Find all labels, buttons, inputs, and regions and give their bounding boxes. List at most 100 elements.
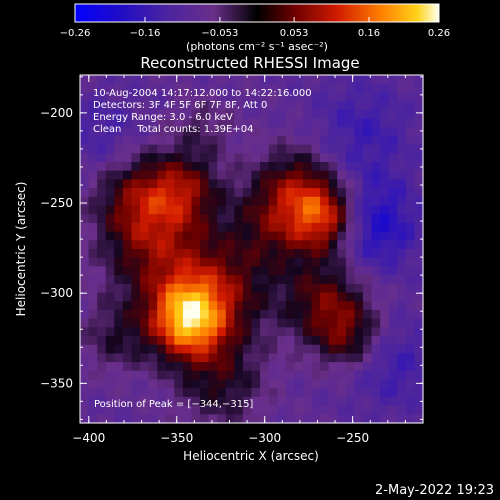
heatmap-cell — [320, 362, 330, 372]
heatmap-cell — [140, 405, 150, 415]
heatmap-cell — [362, 257, 373, 267]
heatmap-cell — [328, 205, 338, 215]
heatmap-cell — [88, 188, 98, 198]
heatmap-cell — [345, 214, 355, 224]
heatmap-cell — [337, 292, 347, 302]
heatmap-cell — [200, 92, 210, 102]
heatmap-cell — [174, 249, 184, 259]
heatmap-cell — [337, 75, 347, 85]
heatmap-cell — [191, 75, 201, 85]
heatmap-cell — [157, 405, 167, 415]
heatmap-cell — [320, 109, 330, 120]
heatmap-cell — [268, 92, 278, 102]
heatmap-cell — [251, 309, 261, 320]
heatmap-cell — [268, 231, 278, 241]
heatmap-cell — [371, 101, 381, 111]
heatmap-cell — [148, 118, 158, 128]
heatmap-cell — [148, 388, 158, 398]
heatmap-cell — [311, 388, 321, 398]
heatmap-cell — [122, 240, 133, 250]
heatmap-cell — [371, 249, 381, 259]
heatmap-cell — [88, 283, 98, 294]
heatmap-cell — [414, 101, 424, 111]
heatmap-cell — [414, 205, 424, 215]
heatmap-cell — [277, 414, 287, 424]
heatmap-cell — [105, 388, 115, 398]
heatmap-cell — [277, 327, 287, 337]
heatmap-cell — [140, 353, 150, 363]
heatmap-cell — [225, 266, 235, 276]
heatmap-cell — [337, 379, 347, 389]
heatmap-cell — [80, 83, 90, 93]
heatmap-cell — [242, 92, 253, 102]
heatmap-cell — [140, 135, 150, 146]
heatmap-cell — [191, 362, 201, 372]
heatmap-cell — [105, 240, 115, 250]
heatmap-cell — [200, 318, 210, 328]
heatmap-cell — [200, 118, 210, 128]
heatmap-cell — [88, 240, 98, 250]
heatmap-cell — [311, 257, 321, 267]
heatmap-cell — [345, 101, 355, 111]
heatmap-cell — [165, 388, 175, 398]
heatmap-cell — [251, 179, 261, 189]
heatmap-cell — [328, 127, 338, 137]
heatmap-cell — [191, 170, 201, 180]
heatmap-cell — [174, 327, 184, 337]
heatmap-cell — [302, 205, 313, 215]
heatmap-cell — [285, 283, 295, 294]
heatmap-cell — [140, 144, 150, 154]
heatmap-cell — [165, 170, 175, 180]
heatmap-cell — [140, 318, 150, 328]
heatmap-cell — [405, 231, 416, 241]
heatmap-cell — [157, 327, 167, 337]
heatmap-cell — [182, 388, 193, 398]
heatmap-cell — [371, 257, 381, 267]
heatmap-cell — [88, 127, 98, 137]
heatmap-cell — [225, 188, 235, 198]
heatmap-cell — [208, 127, 218, 137]
heatmap-cell — [380, 144, 390, 154]
heatmap-cell — [311, 135, 321, 146]
heatmap-cell — [97, 162, 107, 172]
heatmap-cell — [251, 205, 261, 215]
heatmap-cell — [242, 370, 253, 381]
annotation-energy-range: Energy Range: 3.0 - 6.0 keV — [93, 112, 233, 123]
heatmap-cell — [277, 144, 287, 154]
heatmap-cell — [114, 266, 124, 276]
heatmap-cell — [148, 353, 158, 363]
heatmap-cell — [182, 222, 193, 233]
heatmap-cell — [388, 379, 398, 389]
heatmap-cell — [371, 388, 381, 398]
heatmap-cell — [277, 388, 287, 398]
heatmap-cell — [380, 309, 390, 320]
heatmap-cell — [105, 83, 115, 93]
heatmap-cell — [285, 275, 295, 285]
heatmap-cell — [97, 231, 107, 241]
heatmap-cell — [217, 92, 227, 102]
heatmap-cell — [260, 301, 270, 311]
heatmap-cell — [345, 222, 355, 233]
heatmap-cell — [105, 153, 115, 163]
heatmap-cell — [80, 327, 90, 337]
plot-frame — [79, 74, 424, 424]
heatmap-cell — [174, 92, 184, 102]
heatmap-cell — [131, 170, 141, 180]
heatmap-cell — [320, 344, 330, 354]
heatmap-cell — [174, 231, 184, 241]
heatmap-cell — [294, 179, 304, 189]
heatmap-cell — [268, 101, 278, 111]
heatmap-cell — [157, 222, 167, 233]
heatmap-cell — [405, 327, 416, 337]
heatmap-cell — [345, 240, 355, 250]
heatmap-cell — [242, 249, 253, 259]
heatmap-cell — [388, 162, 398, 172]
heatmap-cell — [165, 83, 175, 93]
heatmap-cell — [328, 231, 338, 241]
heatmap-cell — [157, 283, 167, 294]
heatmap-cell — [371, 344, 381, 354]
heatmap-cell — [122, 336, 133, 346]
heatmap-cell — [105, 101, 115, 111]
heatmap-cell — [131, 153, 141, 163]
heatmap-cell — [122, 118, 133, 128]
